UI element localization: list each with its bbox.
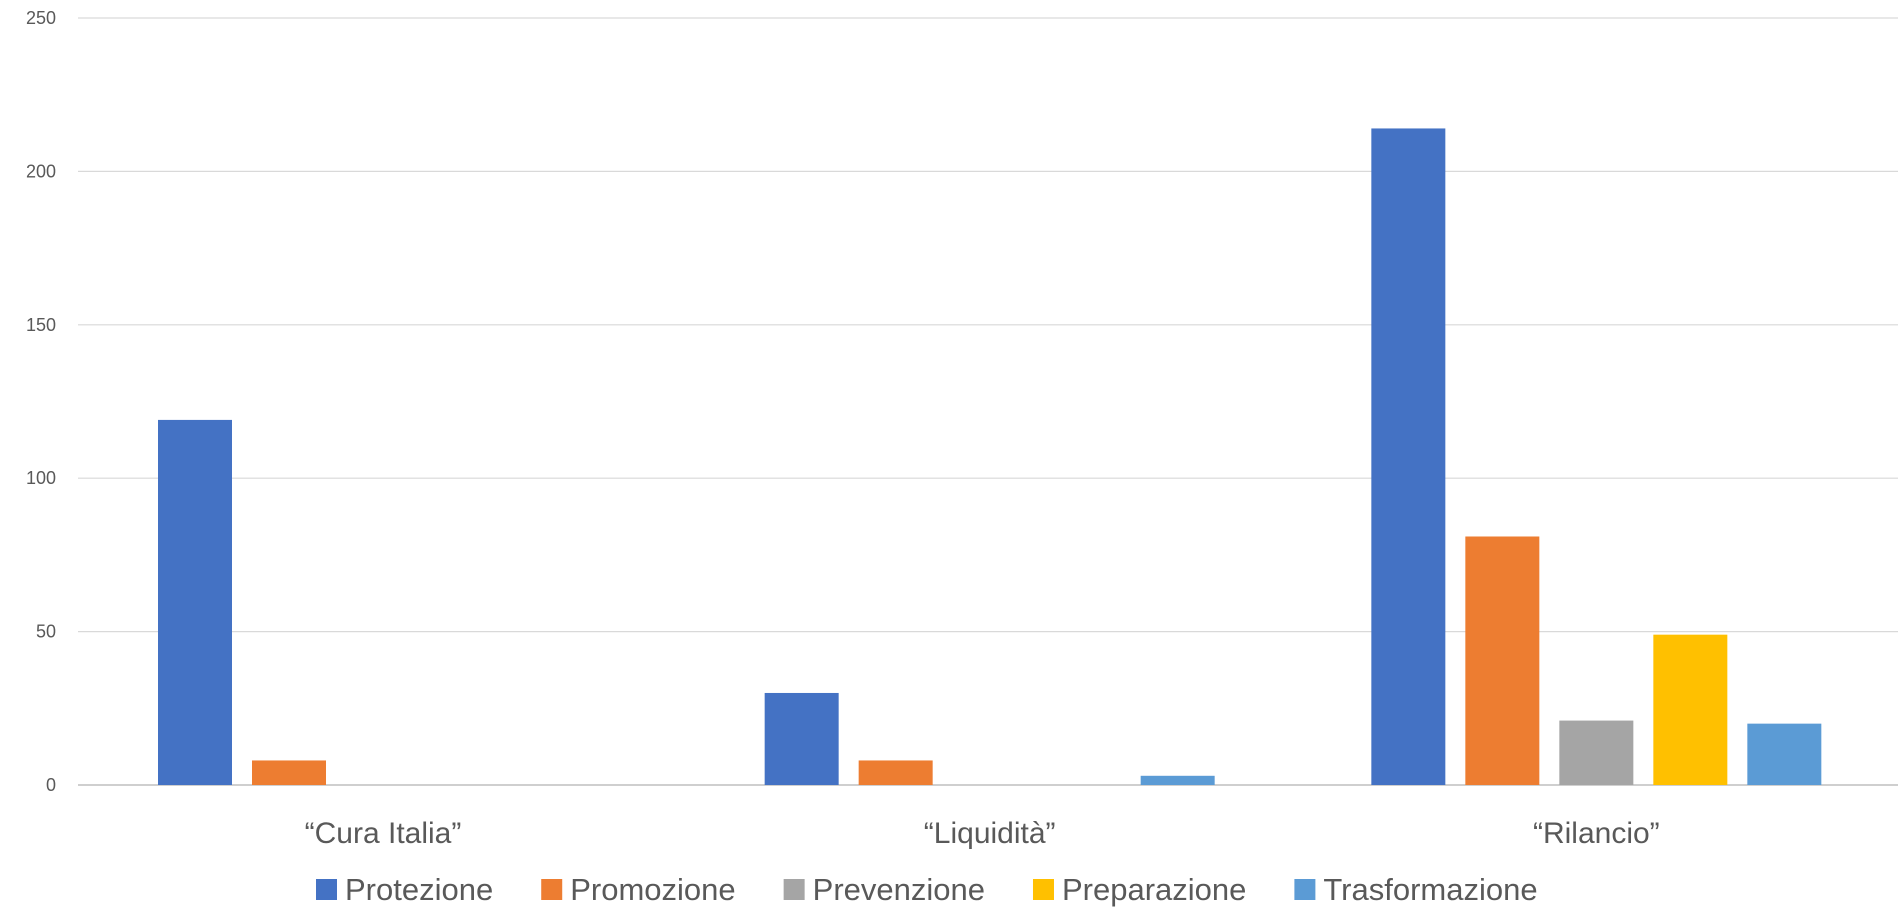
y-tick-label: 50: [36, 622, 56, 642]
bar-promozione-1: [858, 760, 933, 785]
legend-swatch-trasformazione: [1294, 879, 1316, 900]
bar-protezione-0: [158, 419, 232, 785]
x-tick-label: “Rilancio”: [1533, 817, 1660, 850]
x-tick-label: “Cura Italia”: [305, 817, 462, 850]
legend-label-preparazione: Preparazione: [1062, 872, 1246, 907]
x-axis: “Cura Italia” “Liquidità” “Rilancio”: [305, 817, 1660, 850]
bar-promozione-2: [1465, 536, 1540, 785]
bar-trasformazione-2: [1747, 723, 1822, 785]
legend-swatch-prevenzione: [783, 879, 805, 900]
legend-label-prevenzione: Prevenzione: [813, 872, 985, 907]
legend-label-protezione: Protezione: [345, 872, 493, 907]
legend-swatch-preparazione: [1032, 879, 1054, 900]
y-tick-label: 150: [26, 315, 56, 335]
bar-promozione-0: [252, 760, 326, 785]
gridlines: [78, 17, 1898, 786]
y-tick-label: 100: [26, 468, 56, 488]
x-tick-label: “Liquidità”: [924, 817, 1056, 850]
y-tick-label: 250: [26, 8, 56, 28]
legend-swatch-promozione: [541, 879, 563, 900]
bars: [158, 128, 1822, 785]
y-tick-label: 0: [46, 775, 56, 795]
legend: Protezione Promozione Prevenzione Preparazi…: [316, 872, 1538, 907]
bar-protezione-1: [764, 692, 839, 785]
legend-swatch-protezione: [316, 879, 337, 900]
y-axis: 0 50 100 150 200 250: [26, 8, 56, 795]
legend-label-trasformazione: Trasformazione: [1323, 872, 1537, 907]
bar-protezione-2: [1371, 128, 1446, 785]
legend-label-promozione: Promozione: [570, 872, 735, 907]
y-tick-label: 200: [26, 161, 56, 181]
bar-preparazione-2: [1653, 634, 1728, 785]
bar-trasformazione-1: [1140, 775, 1215, 785]
bar-prevenzione-2: [1559, 720, 1634, 785]
